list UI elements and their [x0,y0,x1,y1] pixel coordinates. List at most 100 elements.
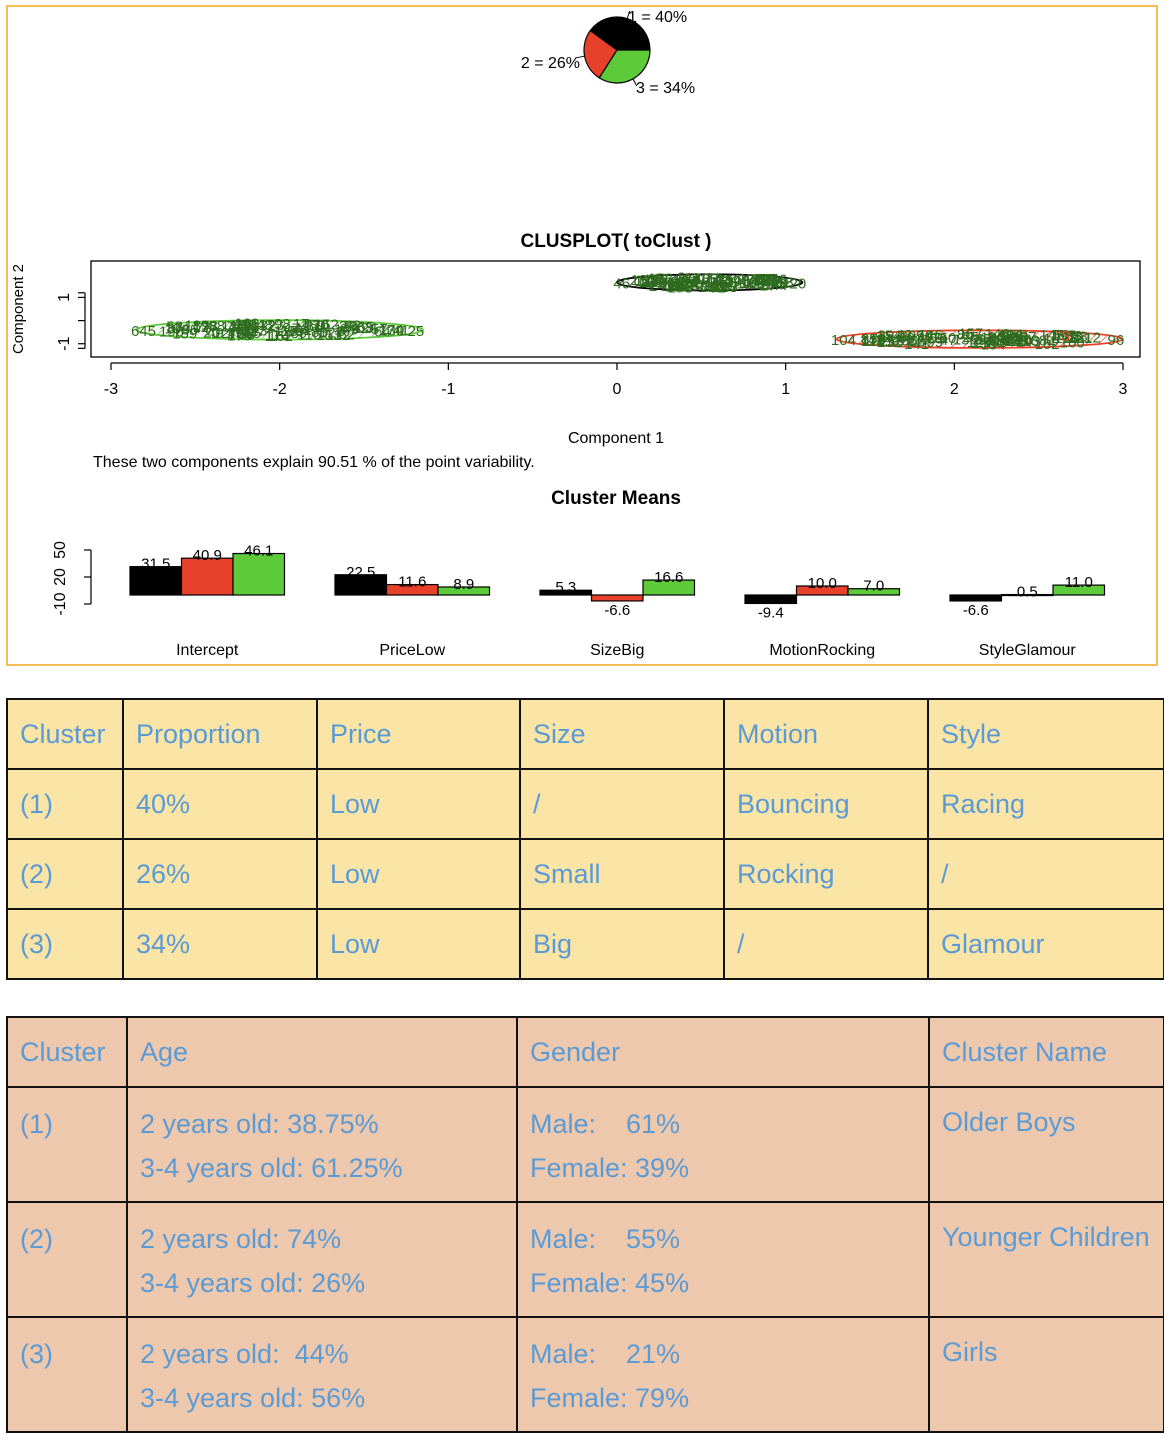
point-label: 123 [669,278,694,295]
shading-line [296,320,317,340]
table-row: (3) 2 years old: 44% 3-4 years old: 56% Mal… [6,1316,1164,1433]
segments-cell: Big [519,908,725,980]
point-label: 65 [357,319,374,336]
point-label: 123 [259,317,284,334]
point-label: 58 [777,274,794,291]
bar [180,557,234,596]
point-label: 85 [691,278,708,295]
point-label: 172 [251,318,276,335]
point-label: 81 [669,274,686,291]
point-label: 48 [256,317,273,334]
point-label: 91 [681,273,698,290]
point-label: 102 [1035,336,1060,353]
point-label: 10 [236,317,253,334]
point-label: 182 [693,274,718,291]
point-label: 194 [981,336,1006,353]
point-label: 41 [392,322,409,339]
bar [129,566,183,596]
point-label: 55 [759,272,776,289]
point-label: 141 [904,336,929,353]
point-label: 132 [877,334,902,351]
point-label: 96 [916,328,933,345]
point-label: 159 [301,318,326,335]
shading-line [696,274,714,291]
point-label: 116 [306,317,330,334]
point-label: 44 [232,317,249,334]
point-label: 53 [642,273,659,290]
point-label: 86 [957,326,974,343]
point-label: 107 [899,327,924,344]
point-label: 138 [953,332,978,349]
point-label: 27 [721,279,738,296]
point-label: 60 [240,316,257,333]
point-label: 99 [898,330,915,347]
point-label: 188 [1022,333,1047,350]
point-label: 113 [704,277,728,294]
table-row: (3) 34% Low Big / Glamour [6,908,1164,980]
point-label: 88 [209,318,226,335]
bar-value-label: 10.0 [808,575,837,592]
table-row: (1) 2 years old: 38.75% 3-4 years old: 61.… [6,1086,1164,1203]
point-label: 159 [983,334,1008,351]
bar-value-label: 5.3 [555,579,576,596]
shading-line [224,320,245,340]
x-tick-label: 1 [781,381,790,398]
point-label: 140 [763,276,788,293]
point-label: 78 [340,318,357,335]
point-label: 153 [1063,329,1088,346]
point-label: 104 [165,320,190,337]
point-label: 191 [888,333,913,350]
point-label: 104 [831,332,856,349]
segments-cell: 26% [122,838,318,910]
point-label: 116 [297,327,321,344]
pie-slice-label: 3 = 34% [636,80,695,97]
shading-line [1010,330,1029,348]
x-tick-label: 3 [1119,381,1128,398]
point-label: 70 [746,272,763,289]
cell-line: Male: 55% [530,1224,681,1254]
bar-value-label: 40.9 [193,547,222,564]
cell-line: Male: 61% [530,1109,681,1139]
point-label: 157 [958,325,983,342]
point-label: 176 [698,279,723,296]
point-label: 64 [374,323,391,340]
bar-value-label: -6.6 [963,602,989,619]
point-label: 197 [1051,327,1076,344]
cell-line: Female: 45% [530,1268,690,1298]
shading-line [200,320,221,340]
point-label: 121 [1067,330,1092,347]
point-label: 138 [990,330,1015,347]
point-label: 159 [673,277,698,294]
x-tick-label: -3 [104,381,118,398]
shading-line [660,274,678,291]
point-label: 127 [319,324,344,341]
cluster-ellipse [135,319,424,341]
point-label: 167 [666,277,691,294]
point-label: 7 [693,271,701,288]
point-label: 174 [265,328,290,345]
point-label: 183 [648,271,673,288]
point-label: 89 [291,325,308,342]
demographics-cluster-cell: (1) [6,1086,128,1203]
bar-category-label: StyleGlamour [979,642,1077,659]
point-label: 101 [639,274,664,291]
bar-value-label: 11.6 [398,574,426,591]
point-label: 20 [790,275,807,292]
point-label: 13 [909,333,926,350]
point-label: 115 [274,323,298,340]
segments-cell: 34% [122,908,318,980]
bar-value-label: -9.4 [758,604,784,621]
point-label: 154 [638,274,663,291]
cell-line: 3-4 years old: 56% [140,1383,366,1413]
point-label: 16 [1043,331,1060,348]
bar-category-label: MotionRocking [769,642,875,659]
point-label: 48 [896,327,913,344]
point-label: 112 [736,275,760,292]
point-label: 60 [686,276,703,293]
segments-cell: Low [316,838,521,910]
point-label: 173 [230,318,255,335]
point-label: 12 [1084,329,1101,346]
point-label: 5 [656,270,664,287]
point-label: 38 [753,273,770,290]
point-label: 145 [860,332,885,349]
